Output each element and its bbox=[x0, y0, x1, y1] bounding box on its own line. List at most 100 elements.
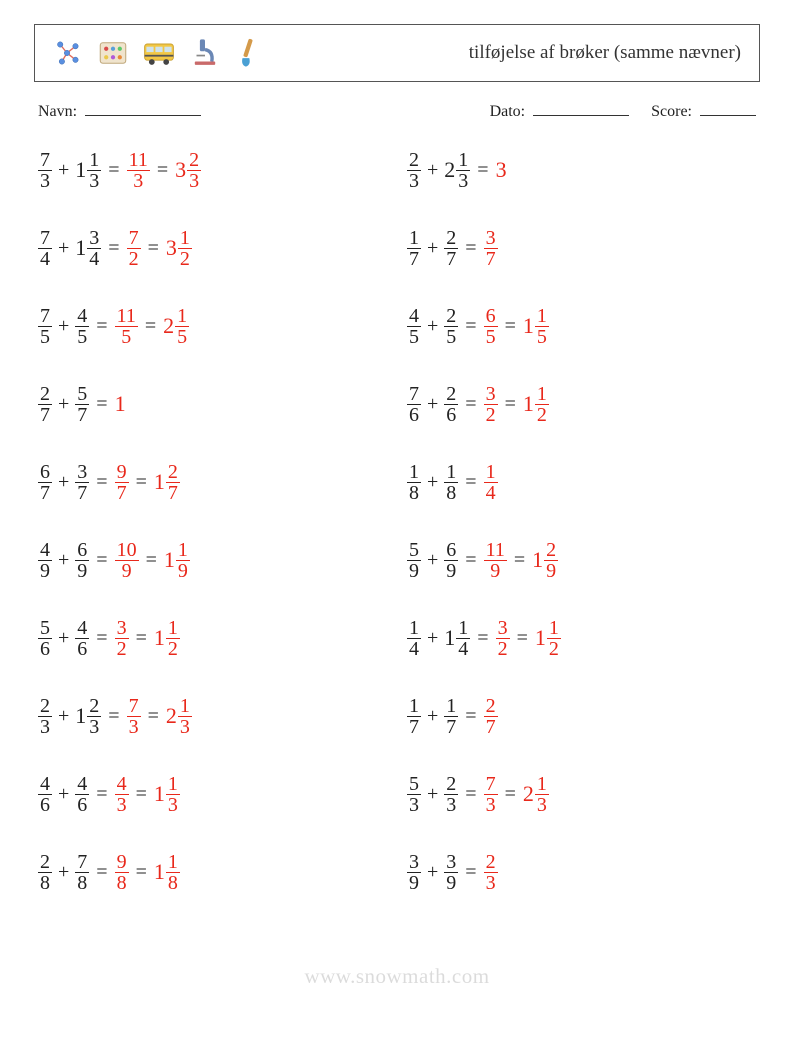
equals-sign: = bbox=[96, 315, 107, 338]
problem-row: 53+23=73=213 bbox=[407, 755, 756, 833]
problem-row: 76+26=32=112 bbox=[407, 365, 756, 443]
plus-operator: + bbox=[427, 315, 438, 338]
answer-term: 112 bbox=[154, 618, 180, 659]
plus-operator: + bbox=[58, 627, 69, 650]
equals-sign: = bbox=[514, 549, 525, 572]
plus-operator: + bbox=[58, 471, 69, 494]
problem-row: 18+18=14 bbox=[407, 443, 756, 521]
answer-term: 118 bbox=[154, 852, 180, 893]
equals-sign: = bbox=[96, 783, 107, 806]
name-label: Navn: bbox=[38, 103, 77, 120]
plus-operator: + bbox=[58, 783, 69, 806]
answer-term: 97 bbox=[115, 462, 129, 503]
equals-sign: = bbox=[505, 315, 516, 338]
equals-sign: = bbox=[465, 861, 476, 884]
header-icons bbox=[49, 35, 269, 71]
problem-row: 45+25=65=115 bbox=[407, 287, 756, 365]
answer-term: 127 bbox=[154, 462, 180, 503]
plus-operator: + bbox=[427, 393, 438, 416]
problem-row: 17+17=27 bbox=[407, 677, 756, 755]
problem-row: 39+39=23 bbox=[407, 833, 756, 911]
answer-term: 65 bbox=[484, 306, 498, 347]
problem-row: 49+69=109=119 bbox=[38, 521, 387, 599]
score-label: Score: bbox=[651, 103, 692, 120]
problems-grid: 73+113=113=32323+213=374+134=72=31217+27… bbox=[34, 129, 760, 911]
problem-row: 46+46=43=113 bbox=[38, 755, 387, 833]
answer-term: 23 bbox=[484, 852, 498, 893]
answer-term: 32 bbox=[496, 618, 510, 659]
equals-sign: = bbox=[465, 237, 476, 260]
plus-operator: + bbox=[427, 549, 438, 572]
name-field: Navn: bbox=[38, 100, 201, 121]
problem-row: 75+45=115=215 bbox=[38, 287, 387, 365]
equals-sign: = bbox=[136, 627, 147, 650]
date-label: Dato: bbox=[490, 103, 526, 120]
answer-term: 213 bbox=[523, 774, 549, 815]
problem-row: 23+213=3 bbox=[407, 131, 756, 209]
answer-term: 215 bbox=[163, 306, 189, 347]
answer-term: 129 bbox=[532, 540, 558, 581]
equals-sign: = bbox=[136, 783, 147, 806]
answer-term: 312 bbox=[166, 228, 192, 269]
equals-sign: = bbox=[505, 393, 516, 416]
answer-term: 119 bbox=[164, 540, 190, 581]
header-bar: tilføjelse af brøker (samme nævner) bbox=[34, 24, 760, 82]
equals-sign: = bbox=[108, 237, 119, 260]
equals-sign: = bbox=[148, 705, 159, 728]
plus-operator: + bbox=[427, 783, 438, 806]
watermark: www.snowmath.com bbox=[0, 964, 794, 989]
answer-term: 119 bbox=[484, 540, 507, 581]
equals-sign: = bbox=[96, 393, 107, 416]
date-blank bbox=[533, 100, 629, 116]
microscope-icon bbox=[187, 35, 223, 71]
answer-term: 323 bbox=[175, 150, 201, 191]
answer-term: 113 bbox=[154, 774, 180, 815]
school-bus-icon bbox=[141, 35, 177, 71]
answer-term: 112 bbox=[523, 384, 549, 425]
equals-sign: = bbox=[108, 159, 119, 182]
answer-term: 98 bbox=[115, 852, 129, 893]
answer-term: 37 bbox=[484, 228, 498, 269]
info-line: Navn: Dato: Score: bbox=[34, 82, 760, 129]
plus-operator: + bbox=[427, 159, 438, 182]
plus-operator: + bbox=[58, 549, 69, 572]
answer-term: 115 bbox=[115, 306, 138, 347]
problem-row: 67+37=97=127 bbox=[38, 443, 387, 521]
equals-sign: = bbox=[136, 471, 147, 494]
answer-term: 1 bbox=[115, 393, 126, 415]
problem-row: 14+114=32=112 bbox=[407, 599, 756, 677]
answer-term: 115 bbox=[523, 306, 549, 347]
answer-term: 213 bbox=[166, 696, 192, 737]
answer-term: 109 bbox=[115, 540, 139, 581]
equals-sign: = bbox=[465, 315, 476, 338]
plus-operator: + bbox=[427, 861, 438, 884]
equals-sign: = bbox=[145, 315, 156, 338]
equals-sign: = bbox=[465, 549, 476, 572]
answer-term: 73 bbox=[484, 774, 498, 815]
plus-operator: + bbox=[427, 705, 438, 728]
equals-sign: = bbox=[136, 861, 147, 884]
plus-operator: + bbox=[427, 237, 438, 260]
equals-sign: = bbox=[477, 159, 488, 182]
answer-term: 3 bbox=[496, 159, 507, 181]
plus-operator: + bbox=[427, 627, 438, 650]
equals-sign: = bbox=[96, 549, 107, 572]
answer-term: 112 bbox=[535, 618, 561, 659]
paintbrush-icon bbox=[233, 35, 269, 71]
equals-sign: = bbox=[96, 861, 107, 884]
answer-term: 14 bbox=[484, 462, 498, 503]
problem-row: 28+78=98=118 bbox=[38, 833, 387, 911]
problem-row: 23+123=73=213 bbox=[38, 677, 387, 755]
score-field: Score: bbox=[651, 100, 756, 121]
problem-row: 27+57=1 bbox=[38, 365, 387, 443]
equals-sign: = bbox=[157, 159, 168, 182]
plus-operator: + bbox=[427, 471, 438, 494]
equals-sign: = bbox=[465, 471, 476, 494]
molecule-icon bbox=[49, 35, 85, 71]
equals-sign: = bbox=[146, 549, 157, 572]
problem-row: 17+27=37 bbox=[407, 209, 756, 287]
plus-operator: + bbox=[58, 861, 69, 884]
answer-term: 43 bbox=[115, 774, 129, 815]
equals-sign: = bbox=[96, 627, 107, 650]
answer-term: 72 bbox=[127, 228, 141, 269]
